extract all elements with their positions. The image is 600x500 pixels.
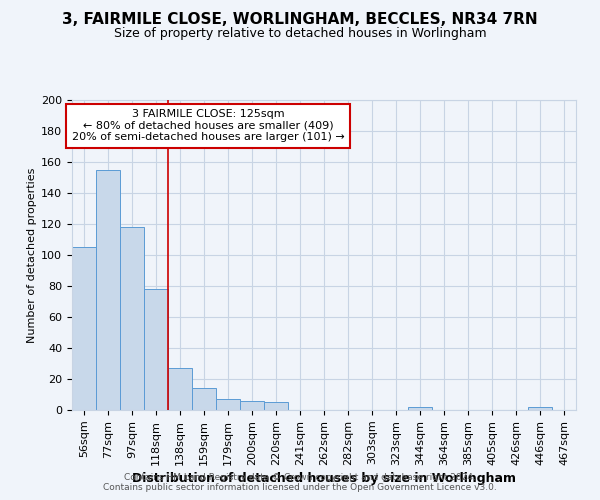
Bar <box>216 399 240 410</box>
Text: 3, FAIRMILE CLOSE, WORLINGHAM, BECCLES, NR34 7RN: 3, FAIRMILE CLOSE, WORLINGHAM, BECCLES, … <box>62 12 538 28</box>
Bar <box>120 227 144 410</box>
Bar <box>264 402 288 410</box>
Bar <box>96 170 120 410</box>
Text: 3 FAIRMILE CLOSE: 125sqm
← 80% of detached houses are smaller (409)
20% of semi-: 3 FAIRMILE CLOSE: 125sqm ← 80% of detach… <box>72 110 344 142</box>
Text: Contains public sector information licensed under the Open Government Licence v3: Contains public sector information licen… <box>103 484 497 492</box>
Text: Contains HM Land Registry data © Crown copyright and database right 2024.: Contains HM Land Registry data © Crown c… <box>124 474 476 482</box>
Bar <box>168 368 192 410</box>
Y-axis label: Number of detached properties: Number of detached properties <box>27 168 37 342</box>
Bar <box>528 407 552 410</box>
Bar <box>192 388 216 410</box>
Bar <box>408 407 432 410</box>
Bar <box>240 400 264 410</box>
X-axis label: Distribution of detached houses by size in Worlingham: Distribution of detached houses by size … <box>132 472 516 485</box>
Bar <box>144 289 168 410</box>
Text: Size of property relative to detached houses in Worlingham: Size of property relative to detached ho… <box>113 28 487 40</box>
Bar <box>72 247 96 410</box>
